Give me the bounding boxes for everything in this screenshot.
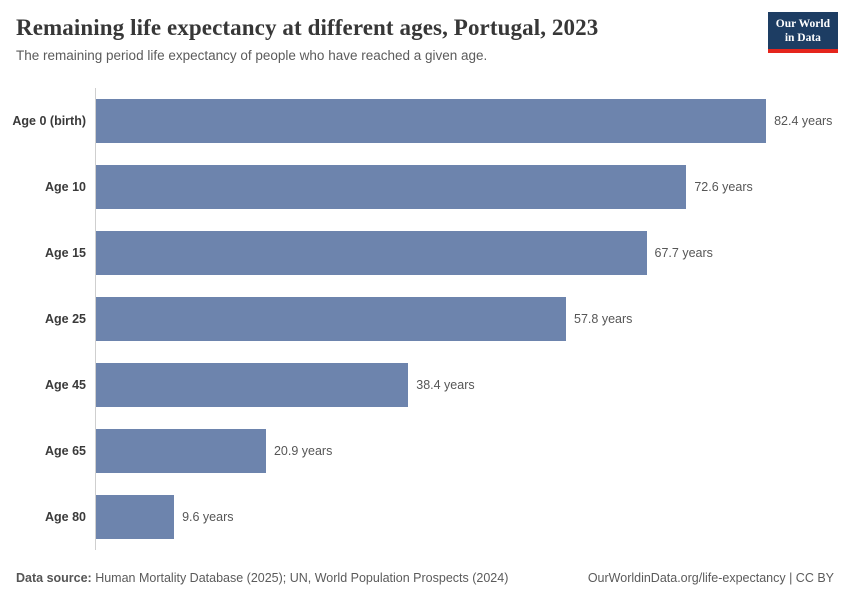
chart-row: Age 25 57.8 years [0,286,836,352]
data-source-text: Human Mortality Database (2025); UN, Wor… [91,571,509,585]
chart-footer: Data source: Human Mortality Database (2… [0,559,850,600]
bar[interactable] [96,165,687,209]
chart-row: Age 15 67.7 years [0,220,836,286]
bar-chart: Age 0 (birth) 82.4 years Age 10 72.6 years A… [0,88,836,550]
chart-row: Age 65 20.9 years [0,418,836,484]
bar[interactable] [96,297,567,341]
data-source-label: Data source: [16,571,92,585]
category-label: Age 80 [45,510,86,524]
bar[interactable] [96,363,409,407]
chart-title: Remaining life expectancy at different a… [16,15,599,40]
bar-track: 20.9 years [95,418,836,484]
category-label: Age 15 [45,246,86,260]
category-label: Age 0 (birth) [12,114,86,128]
value-label: 38.4 years [416,378,475,392]
category-label: Age 10 [45,180,86,194]
bar[interactable] [96,495,175,539]
value-label: 72.6 years [694,180,753,194]
value-label: 82.4 years [774,114,833,128]
bar[interactable] [96,429,266,473]
chart-row: Age 80 9.6 years [0,484,836,550]
bar-track: 9.6 years [95,484,836,550]
bar-track: 82.4 years [95,88,836,154]
value-label: 20.9 years [273,444,333,458]
owid-logo: Our World in Data [767,12,838,53]
chart-row: Age 45 38.4 years [0,352,836,418]
chart-header: Remaining life expectancy at different a… [0,0,850,63]
chart-subtitle: The remaining period life expectancy of … [16,48,488,63]
license-link[interactable]: OurWorldinData.org/life-expectancy | CC … [587,571,834,585]
category-label: Age 65 [45,444,86,458]
data-source-note: Data source: Human Mortality Database (2… [16,571,508,585]
owid-logo-line1: Our World [775,18,830,30]
chart-row: Age 0 (birth) 82.4 years [0,88,836,154]
bar-track: 67.7 years [95,220,836,286]
category-label: Age 25 [45,312,86,326]
value-label: 67.7 years [654,246,713,260]
bar[interactable] [96,99,767,143]
bar-track: 72.6 years [95,154,836,220]
category-label: Age 45 [45,378,86,392]
chart-row: Age 10 72.6 years [0,154,836,220]
value-label: 9.6 years [182,510,234,524]
owid-logo-line2: in Data [784,32,821,45]
bar[interactable] [96,231,647,275]
bar-track: 38.4 years [95,352,836,418]
bar-track: 57.8 years [95,286,836,352]
value-label: 57.8 years [574,312,633,326]
